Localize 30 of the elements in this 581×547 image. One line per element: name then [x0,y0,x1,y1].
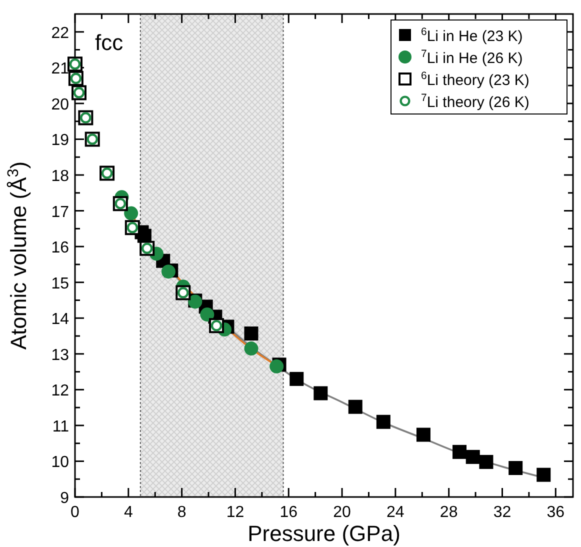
y-tick-label: 12 [51,382,70,400]
y-tick-label: 16 [51,240,70,257]
y-tick-label: 20 [51,96,70,114]
y-tick-label: 15 [51,275,70,292]
y-tick-label: 21 [51,60,70,78]
x-tick-label: 28 [440,504,458,521]
y-tick-label: 18 [51,168,70,185]
y-tick-label: 10 [51,454,70,472]
x-tick-label: 16 [280,504,298,521]
y-tick-label: 19 [51,132,70,150]
x-tick-label: 20 [333,504,352,521]
x-axis-title: Pressure (GPa) [248,521,400,546]
x-tick-label: 24 [386,504,404,521]
y-tick-label: 14 [51,311,70,328]
legend-label: $^{6}$Li in He (23 K) [421,26,523,45]
y-tick-label: 9 [60,490,70,507]
x-tick-label: 4 [124,504,133,521]
annotation: fcc [95,30,124,55]
y-tick-label: 22 [51,24,70,42]
y-tick-label: 17 [51,204,70,221]
x-tick-label: 12 [226,504,244,521]
x-tick-label: 32 [493,504,512,521]
legend-label: $^{7}$Li theory (26 K) [421,92,530,111]
y-tick-label: 13 [51,346,70,364]
x-tick-label: 0 [70,504,80,521]
x-tick-label: 36 [546,504,565,521]
legend-label: $^{7}$Li in He (26 K) [421,48,523,67]
y-tick-label: 11 [52,418,70,436]
legend-label: $^{6}$Li theory (23 K) [421,70,530,89]
x-tick-label: 8 [177,504,186,521]
